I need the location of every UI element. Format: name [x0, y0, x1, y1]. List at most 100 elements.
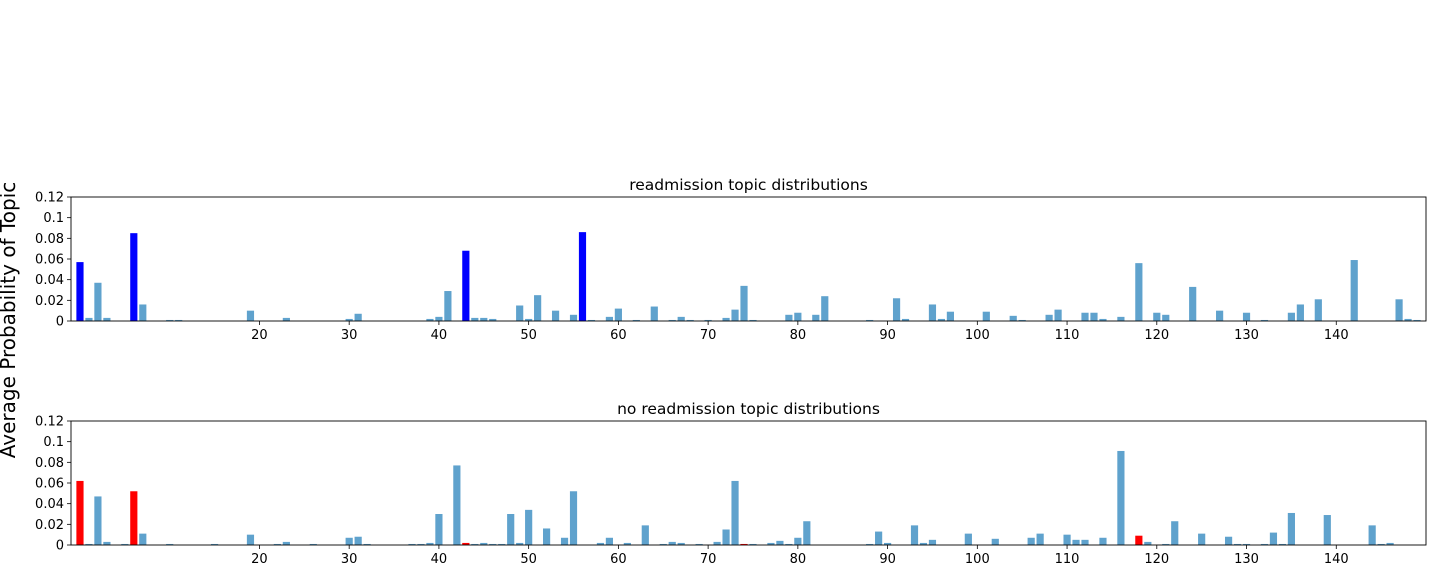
no-readmission-bar-77 — [767, 542, 775, 545]
no-readmission-bar-54 — [560, 537, 569, 545]
no-readmission-bar-95 — [928, 539, 937, 545]
readmission-bar-127 — [1216, 310, 1224, 321]
readmission-bar-7 — [139, 304, 147, 321]
no-readmission-bar-44 — [471, 543, 479, 545]
no-readmission-bar-37 — [408, 543, 416, 545]
no-readmission-bar-106 — [1027, 537, 1035, 545]
readmission-xtick-label: 120 — [1144, 328, 1169, 343]
no-readmission-bar-81 — [803, 521, 811, 545]
no-readmission-bar-58 — [596, 542, 605, 545]
no-readmission-ytick-label: 0.12 — [35, 415, 64, 430]
no-readmission-xtick-label: 70 — [700, 552, 717, 567]
readmission-bar-80 — [794, 312, 802, 321]
readmission-xtick-label: 20 — [251, 328, 268, 343]
readmission-ytick-label: 0.04 — [35, 273, 64, 288]
readmission-bar-142 — [1350, 260, 1358, 321]
no-readmission-bar-114 — [1099, 537, 1107, 545]
readmission-bar-50 — [525, 318, 533, 321]
no-readmission-bar-121 — [1162, 543, 1170, 545]
readmission-bar-149 — [1413, 319, 1421, 321]
no-readmission-bar-111 — [1072, 539, 1080, 545]
no-readmission-ytick-label: 0.04 — [35, 497, 64, 512]
readmission-bar-118 — [1135, 263, 1143, 321]
no-readmission-ytick-label: 0 — [56, 539, 64, 554]
no-readmission-ytick-label: 0.06 — [35, 477, 64, 492]
readmission-bar-43 — [462, 250, 470, 321]
readmission-bar-31 — [354, 313, 362, 321]
no-readmission-bar-74 — [740, 543, 748, 545]
readmission-xtick-label: 140 — [1324, 328, 1349, 343]
no-readmission-bar-47 — [498, 543, 506, 545]
readmission-bar-10 — [166, 319, 174, 321]
readmission-bar-120 — [1153, 312, 1161, 321]
readmission-bar-130 — [1242, 312, 1251, 321]
readmission-bar-92 — [901, 318, 910, 321]
no-readmission-bar-48 — [507, 514, 515, 545]
no-readmission-bar-39 — [426, 542, 434, 545]
readmission-bar-124 — [1189, 286, 1197, 321]
no-readmission-bar-15 — [210, 543, 219, 545]
no-readmission-bar-94 — [919, 542, 928, 545]
readmission-bar-0 — [76, 262, 84, 321]
readmission-bar-138 — [1314, 299, 1322, 321]
readmission-bar-11 — [175, 319, 183, 321]
no-readmission-bar-78 — [776, 540, 784, 545]
no-readmission-bar-107 — [1036, 533, 1044, 545]
no-readmission-bar-66 — [668, 541, 676, 545]
readmission-panel: readmission topic distributions 0 0.02 0.04… — [35, 176, 1427, 343]
readmission-bar-135 — [1287, 312, 1295, 321]
readmission-xtick-label: 40 — [431, 328, 448, 343]
readmission-chart-title: readmission topic distributions — [629, 176, 868, 194]
no-readmission-xtick-label: 80 — [790, 552, 807, 567]
readmission-bar-55 — [569, 314, 578, 321]
no-readmission-bar-46 — [489, 543, 497, 545]
no-readmission-bar-90 — [884, 542, 892, 545]
no-readmission-bar-19 — [246, 534, 255, 545]
readmission-bar-49 — [516, 305, 524, 321]
readmission-bar-121 — [1162, 314, 1170, 321]
readmission-bar-113 — [1090, 312, 1098, 321]
readmission-bar-19 — [246, 310, 255, 321]
no-readmission-bar-67 — [677, 542, 685, 545]
no-readmission-xtick-label: 60 — [610, 552, 627, 567]
no-readmission-bar-2 — [94, 496, 102, 545]
no-readmission-bar-89 — [875, 531, 883, 545]
readmission-bar-72 — [722, 317, 730, 321]
readmission-bar-82 — [812, 314, 820, 321]
readmission-bar-132 — [1260, 319, 1269, 321]
no-readmission-bar-0 — [76, 480, 84, 545]
no-readmission-bar-32 — [363, 543, 371, 545]
readmission-xtick-label: 130 — [1234, 328, 1259, 343]
readmission-bar-66 — [668, 319, 676, 321]
no-readmission-bar-128 — [1224, 536, 1233, 545]
no-readmission-bar-112 — [1081, 539, 1089, 545]
readmission-bar-45 — [480, 317, 488, 321]
no-readmission-xtick-label: 130 — [1234, 552, 1259, 567]
no-readmission-bar-63 — [641, 525, 649, 545]
readmission-xtick-label: 30 — [341, 328, 358, 343]
no-readmission-bar-5 — [121, 543, 129, 545]
no-readmission-bar-40 — [435, 514, 443, 545]
readmission-bar-56 — [578, 232, 587, 321]
no-readmission-axes-frame — [70, 420, 1427, 546]
no-readmission-ytick-label: 0.08 — [35, 456, 64, 471]
no-readmission-bar-132 — [1260, 543, 1269, 545]
no-readmission-panel: no readmission topic distributions 0 0.02 0… — [35, 400, 1427, 567]
no-readmission-chart-title: no readmission topic distributions — [617, 400, 880, 418]
readmission-bar-30 — [345, 318, 353, 321]
no-readmission-xtick-label: 40 — [431, 552, 448, 567]
readmission-ytick-label: 0.1 — [43, 211, 64, 226]
no-readmission-bar-3 — [103, 541, 111, 545]
no-readmission-bar-129 — [1233, 543, 1242, 545]
readmission-bar-104 — [1009, 315, 1017, 321]
readmission-bar-64 — [650, 306, 658, 321]
no-readmission-bar-139 — [1323, 515, 1331, 545]
readmission-bar-136 — [1296, 304, 1304, 321]
readmission-bar-39 — [426, 318, 434, 321]
no-readmission-bar-7 — [139, 533, 147, 545]
no-readmission-bar-42 — [453, 465, 461, 545]
no-readmission-bar-72 — [722, 529, 730, 545]
readmission-ytick-label: 0.02 — [35, 294, 64, 309]
no-readmission-bar-49 — [516, 542, 524, 545]
no-readmission-bar-23 — [282, 541, 290, 545]
